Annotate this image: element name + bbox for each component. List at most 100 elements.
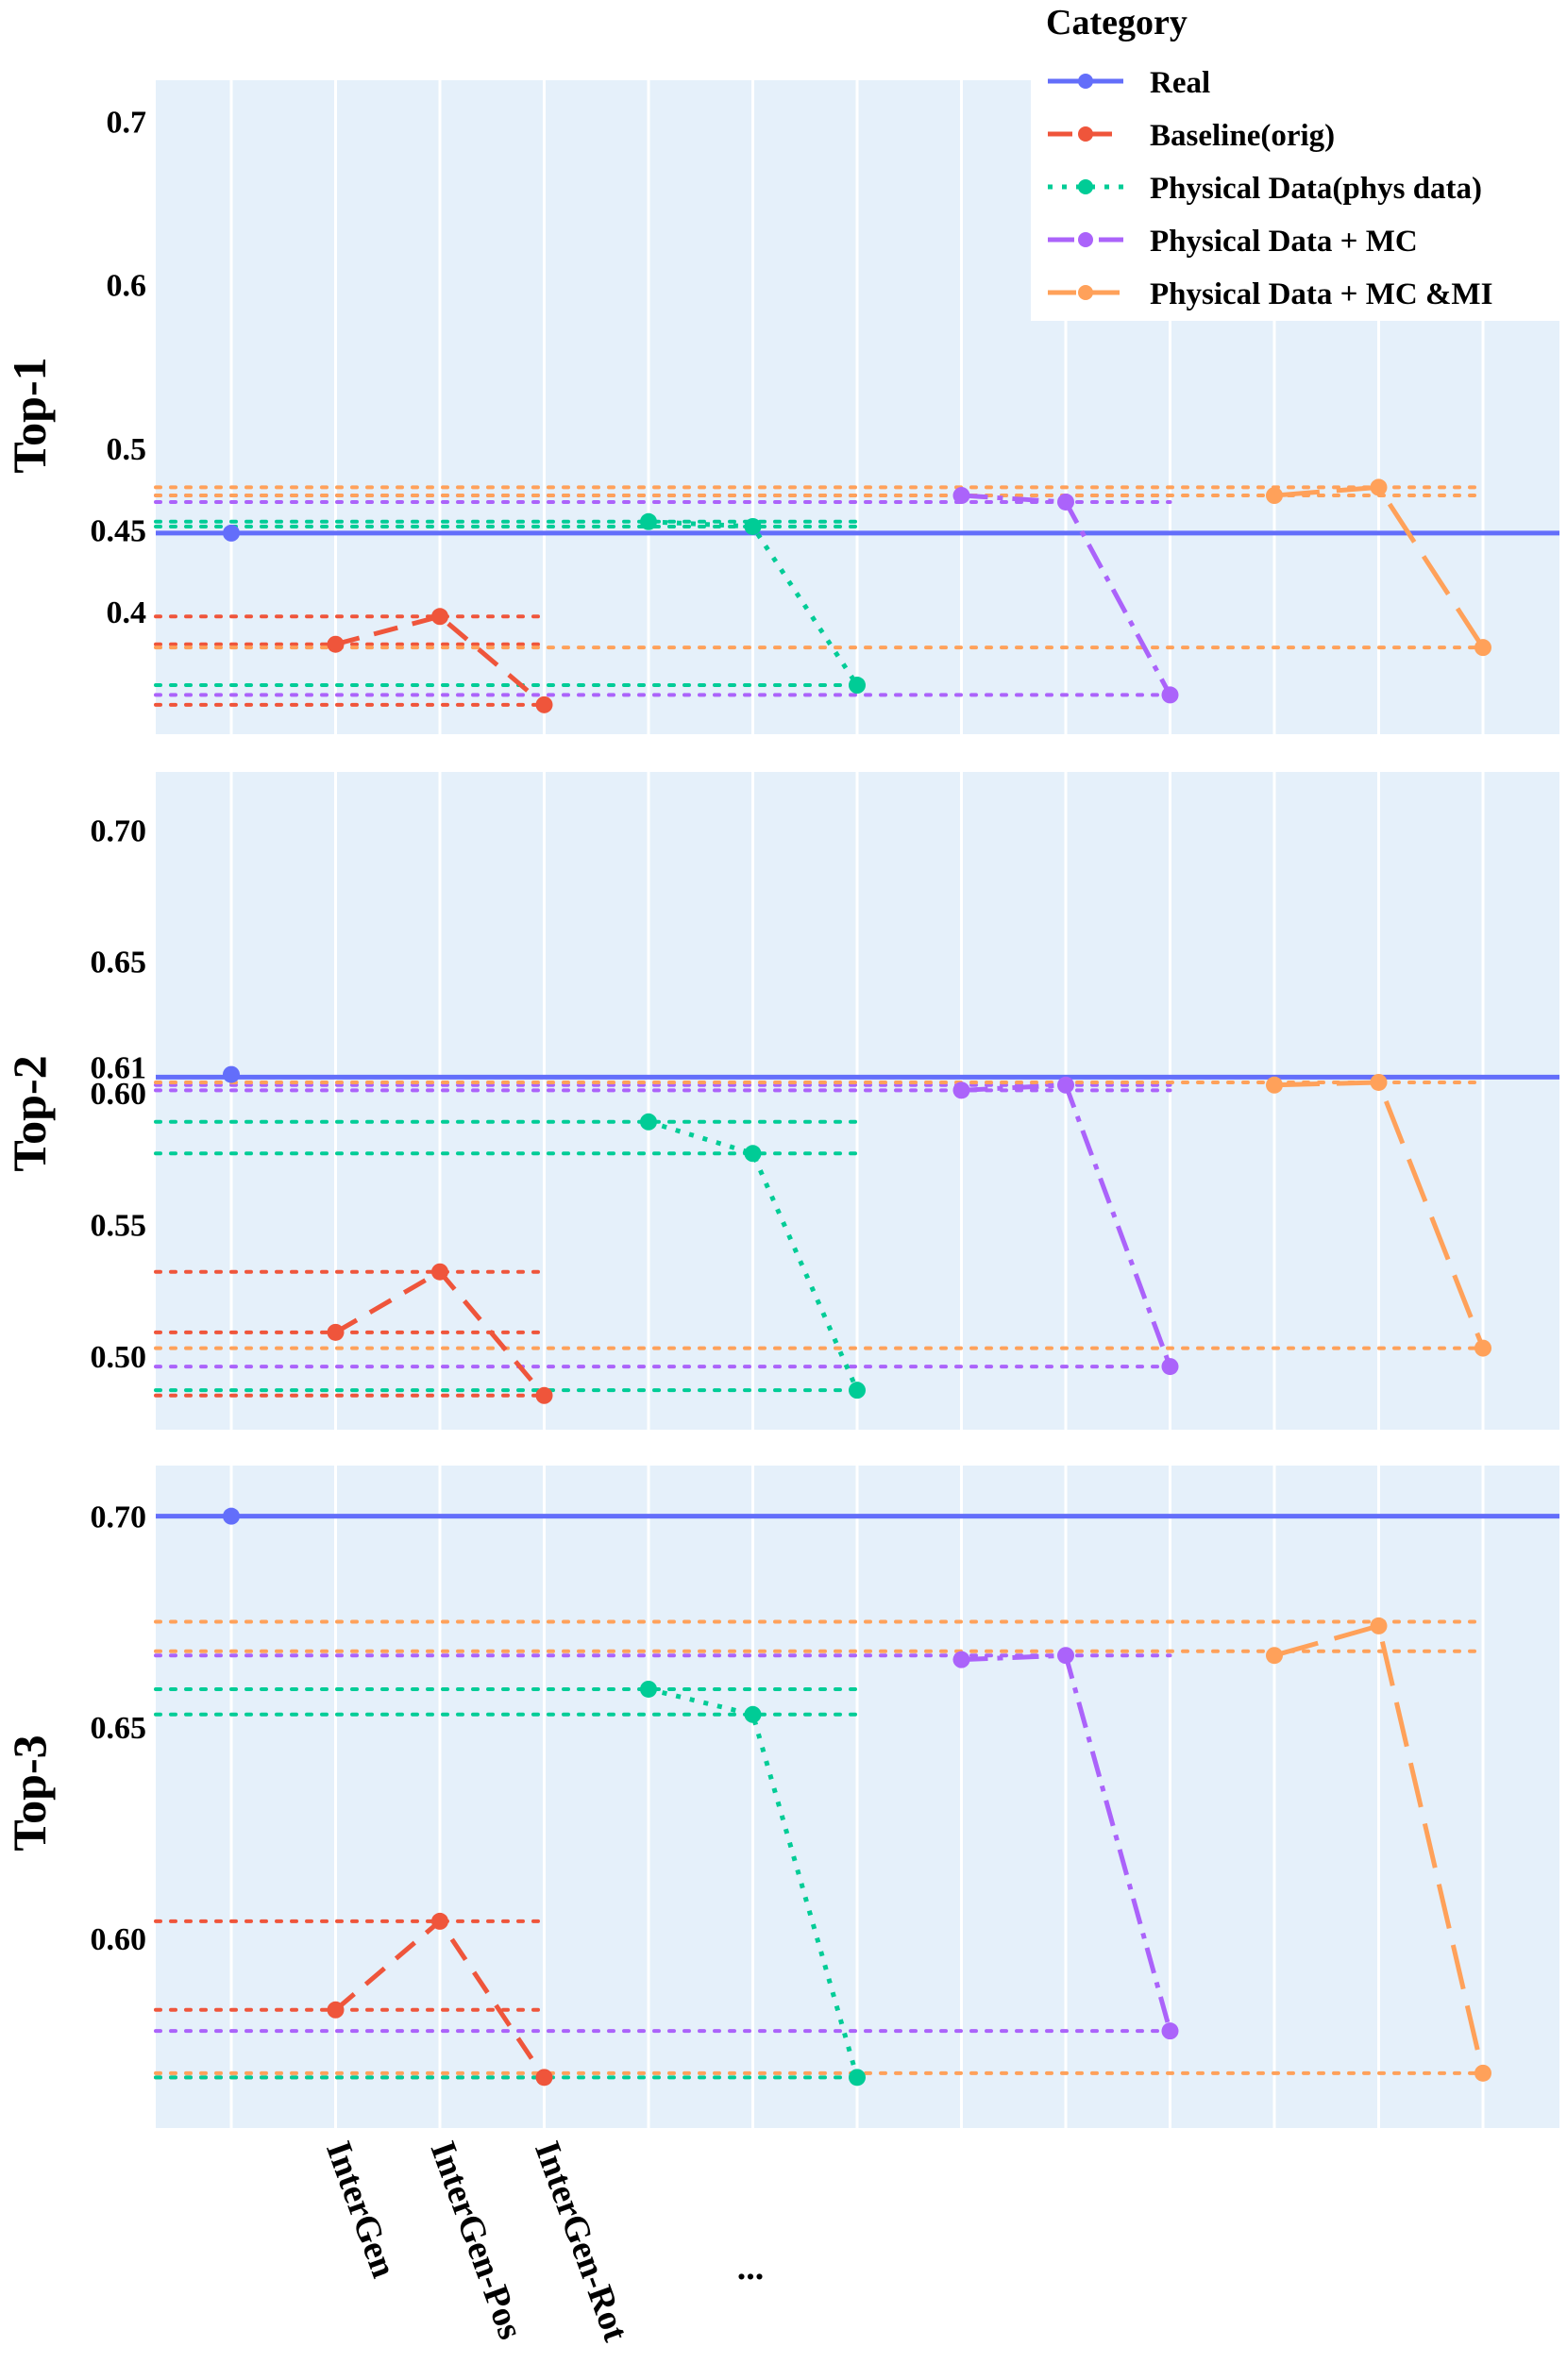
series-real — [156, 524, 1559, 542]
legend-marker — [1078, 74, 1093, 89]
panel-top-3: 0.70 0.65 0.60 Top-3 — [3, 1466, 1559, 2128]
series-physical-data-mc — [952, 487, 1179, 704]
y-tick-label: 0.6 — [107, 269, 147, 304]
data-point — [1266, 1647, 1283, 1665]
legend-item[interactable]: Physical Data + MC — [1048, 225, 1418, 259]
data-point — [431, 1912, 448, 1930]
series-line — [1273, 1622, 1486, 2074]
data-point — [744, 1145, 762, 1163]
y-tick-label: 0.45 — [91, 513, 147, 548]
legend-marker — [1078, 179, 1093, 194]
series-real — [156, 1065, 1559, 1083]
y-tick-label: 0.55 — [91, 1209, 147, 1244]
series-physical-data-mc-mi — [1266, 1073, 1491, 1357]
legend-item[interactable]: Real — [1048, 66, 1210, 100]
data-point — [1266, 1076, 1283, 1094]
legend-item[interactable]: Baseline(orig) — [1048, 119, 1335, 153]
x-tick-label: InterGen-Rot — [527, 2137, 635, 2347]
data-point — [327, 2001, 345, 2019]
series-line — [648, 519, 860, 687]
y-tick-label: 0.61 — [91, 1050, 147, 1085]
chart-panels: 0.70.60.50.450.4Top-10.700.650.610.600.5… — [3, 80, 1559, 2128]
data-point — [1161, 686, 1179, 704]
y-tick-label: 0.70 — [91, 1500, 147, 1535]
data-point — [1161, 2022, 1179, 2040]
legend-label: Baseline(orig) — [1150, 119, 1335, 153]
panel-top-2: 0.70 0.65 0.610.60 0.55 0.50 Top-2 — [3, 772, 1559, 1430]
legend-label: Physical Data + MC — [1150, 225, 1418, 259]
series-physical-data-phys-data — [640, 1113, 866, 1400]
legend-item[interactable]: Physical Data + MC &MI — [1048, 277, 1492, 311]
y-tick-label: 0.4 — [107, 595, 147, 630]
data-point — [1266, 487, 1283, 505]
data-point — [640, 512, 657, 530]
y-tick-label: 0.70 — [91, 813, 147, 848]
x-tick-label: InterGen — [318, 2137, 404, 2283]
legend-background — [1031, 0, 1567, 321]
data-point — [431, 608, 448, 626]
data-point — [640, 1113, 657, 1131]
data-point — [535, 2069, 553, 2087]
series-physical-data-mc-mi — [1266, 478, 1491, 657]
series-baseline-orig — [327, 608, 553, 713]
legend-title: Category — [1046, 3, 1188, 42]
data-point — [1057, 493, 1074, 511]
data-point — [952, 1081, 970, 1099]
panel-label: Top-2 — [3, 1055, 56, 1171]
series-physical-data-phys-data — [640, 512, 866, 695]
data-point — [640, 1680, 657, 1698]
data-point — [535, 1386, 553, 1404]
data-point — [535, 696, 553, 713]
series-baseline-orig — [327, 1912, 553, 2087]
data-point — [1474, 639, 1491, 657]
data-point — [849, 1382, 866, 1400]
data-point — [952, 487, 970, 505]
legend: Category Real Baseline(orig) Physical Data(… — [1031, 0, 1567, 321]
data-point — [849, 2069, 866, 2087]
series-physical-data-mc — [952, 1647, 1179, 2040]
data-point — [1474, 1339, 1491, 1357]
data-point — [223, 524, 240, 542]
data-point — [744, 517, 762, 535]
data-point — [744, 1705, 762, 1723]
x-axis: InterGen InterGen-PosInterGen-Rot... — [318, 2137, 764, 2347]
y-tick-label: 0.60 — [91, 1922, 147, 1957]
y-tick-label: 0.7 — [107, 105, 147, 140]
data-point — [327, 1323, 345, 1341]
x-tick-label: InterGen-Pos — [423, 2137, 531, 2345]
data-point — [1370, 1073, 1388, 1091]
data-point — [1370, 478, 1388, 496]
data-point — [1370, 1617, 1388, 1634]
data-point — [849, 677, 866, 695]
legend-marker — [1078, 232, 1093, 247]
panel-label: Top-3 — [3, 1735, 56, 1851]
data-point — [1057, 1076, 1074, 1094]
legend-label: Real — [1150, 66, 1210, 100]
legend-marker — [1078, 285, 1093, 300]
data-point — [1161, 1358, 1179, 1376]
data-point — [327, 635, 345, 653]
series-baseline-orig — [327, 1263, 553, 1404]
y-tick-label: 0.65 — [91, 946, 147, 980]
x-axis-ellipsis: ... — [737, 2248, 765, 2288]
series-line — [334, 613, 547, 707]
legend-label: Physical Data(phys data) — [1150, 172, 1482, 206]
panel-label: Top-1 — [3, 357, 56, 473]
y-tick-label: 0.65 — [91, 1711, 147, 1746]
legend-label: Physical Data + MC &MI — [1150, 277, 1492, 311]
data-point — [223, 1507, 240, 1525]
y-tick-label: 0.50 — [91, 1340, 147, 1375]
data-point — [952, 1651, 970, 1668]
legend-marker — [1078, 126, 1093, 142]
data-point — [1057, 1647, 1074, 1665]
series-physical-data-phys-data — [640, 1680, 866, 2087]
legend-item[interactable]: Physical Data(phys data) — [1048, 172, 1482, 206]
series-physical-data-mc — [952, 1076, 1179, 1376]
series-physical-data-mc-mi — [1266, 1617, 1491, 2082]
data-point — [223, 1065, 240, 1083]
series-real — [156, 1507, 1559, 1525]
data-point — [431, 1263, 448, 1281]
data-point — [1474, 2064, 1491, 2082]
y-tick-label: 0.60 — [91, 1077, 147, 1112]
